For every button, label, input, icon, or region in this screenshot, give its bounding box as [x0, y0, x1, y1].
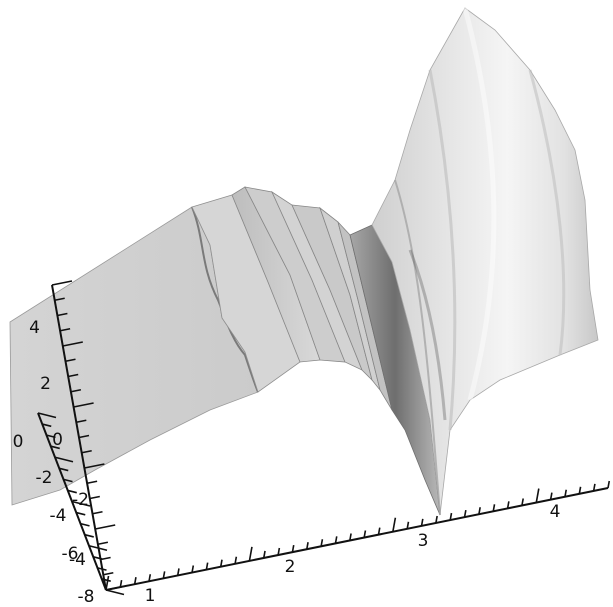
y-minor-tick	[76, 511, 86, 516]
y-tick-label: 0	[13, 432, 24, 452]
y-minor-tick	[50, 445, 60, 450]
surface-fan-streak	[528, 69, 566, 356]
z-tick-label: 0	[52, 430, 63, 450]
z-minor-tick	[97, 541, 109, 546]
x-minor-tick	[162, 571, 166, 579]
x-major-tick	[535, 488, 540, 503]
z-minor-tick	[89, 495, 100, 500]
y-minor-tick	[97, 567, 107, 571]
z-minor-tick	[54, 297, 65, 302]
z-major-tick	[51, 280, 73, 286]
y-minor-tick	[46, 434, 56, 439]
surface-fan-streak	[408, 249, 447, 421]
z-tick-label: -2	[72, 490, 89, 510]
x-minor-tick	[306, 542, 309, 550]
x-minor-tick	[549, 492, 553, 500]
z-minor-tick	[57, 312, 68, 317]
z-minor-tick	[100, 556, 111, 561]
z-tick-label: 4	[29, 318, 40, 338]
x-minor-tick	[320, 539, 324, 547]
x-minor-tick	[205, 562, 209, 570]
y-minor-tick	[93, 556, 103, 560]
z-major-tick	[105, 585, 127, 591]
tick-labels: 1 2 3 4 4 2 0 -2 -4 0 -2 -4 -6 -8	[13, 318, 561, 607]
z-minor-tick	[65, 358, 76, 363]
z-minor-tick	[92, 510, 103, 515]
y-major-tick	[88, 544, 108, 552]
y-minor-tick	[42, 423, 52, 428]
z-minor-tick	[59, 327, 71, 332]
x-minor-tick	[564, 489, 568, 497]
z-minor-tick	[86, 480, 98, 485]
y-tick-label: -6	[62, 544, 79, 564]
x-minor-tick	[377, 527, 381, 535]
x-tick-label: 3	[418, 531, 429, 551]
x-minor-tick	[133, 577, 137, 585]
y-major-tick	[54, 456, 74, 463]
x-minor-tick	[492, 504, 496, 512]
y-tick-label: -8	[78, 587, 95, 607]
x-tick-label: 4	[550, 502, 561, 522]
x-minor-tick	[191, 565, 195, 573]
x-minor-tick	[363, 530, 367, 538]
y-minor-tick	[59, 467, 69, 472]
y-major-tick	[71, 500, 91, 507]
x-major-tick	[105, 575, 110, 591]
z-minor-tick	[76, 419, 87, 424]
z-minor-tick	[68, 373, 79, 378]
x-minor-tick	[176, 568, 180, 576]
surface-fan-streak	[394, 179, 441, 516]
x-minor-tick	[449, 512, 453, 521]
x-minor-tick	[478, 507, 481, 515]
y-minor-tick	[80, 522, 90, 527]
y-tick-label: -4	[50, 506, 67, 526]
y-minor-tick	[101, 578, 111, 582]
x-minor-tick	[277, 547, 281, 556]
x-minor-tick	[607, 480, 611, 489]
ticks	[37, 280, 611, 596]
x-minor-tick	[435, 515, 438, 524]
z-major-tick	[62, 341, 83, 347]
x-minor-tick	[148, 574, 152, 582]
x-minor-tick	[349, 533, 352, 541]
z-major-tick	[95, 524, 116, 530]
x-minor-tick	[506, 501, 510, 509]
x-minor-tick	[420, 518, 424, 527]
surface-fan-streak	[462, 7, 497, 401]
z-major-tick	[84, 463, 105, 469]
x-minor-tick	[592, 483, 596, 492]
z-major-tick	[73, 402, 94, 408]
x-minor-tick	[262, 550, 266, 559]
x-minor-tick	[578, 486, 582, 494]
surface-fan-streak	[428, 69, 457, 431]
z-minor-tick	[70, 388, 82, 393]
x-axis-line	[105, 487, 609, 591]
surface	[9, 7, 599, 516]
y-minor-tick	[63, 478, 73, 483]
x-tick-label: 1	[145, 586, 156, 606]
x-minor-tick	[521, 498, 524, 506]
x-tick-label: 2	[285, 557, 296, 577]
x-major-tick	[248, 546, 253, 561]
x-minor-tick	[234, 556, 238, 564]
z-minor-tick	[103, 571, 114, 576]
z-tick-label: -4	[69, 550, 86, 570]
z-minor-tick	[78, 434, 90, 439]
x-major-tick	[392, 517, 397, 532]
x-minor-tick	[291, 544, 295, 553]
y-major-tick	[37, 412, 57, 419]
y-tick-label: -2	[36, 468, 53, 488]
y-minor-tick	[84, 533, 94, 538]
y-minor-tick	[67, 489, 77, 494]
z-minor-tick	[81, 449, 92, 454]
z-tick-label: 2	[40, 374, 51, 394]
x-minor-tick	[463, 510, 467, 518]
x-minor-tick	[406, 521, 410, 529]
y-major-tick	[105, 589, 125, 596]
x-minor-tick	[219, 559, 223, 567]
x-minor-tick	[334, 536, 338, 544]
x-minor-tick	[119, 579, 123, 588]
